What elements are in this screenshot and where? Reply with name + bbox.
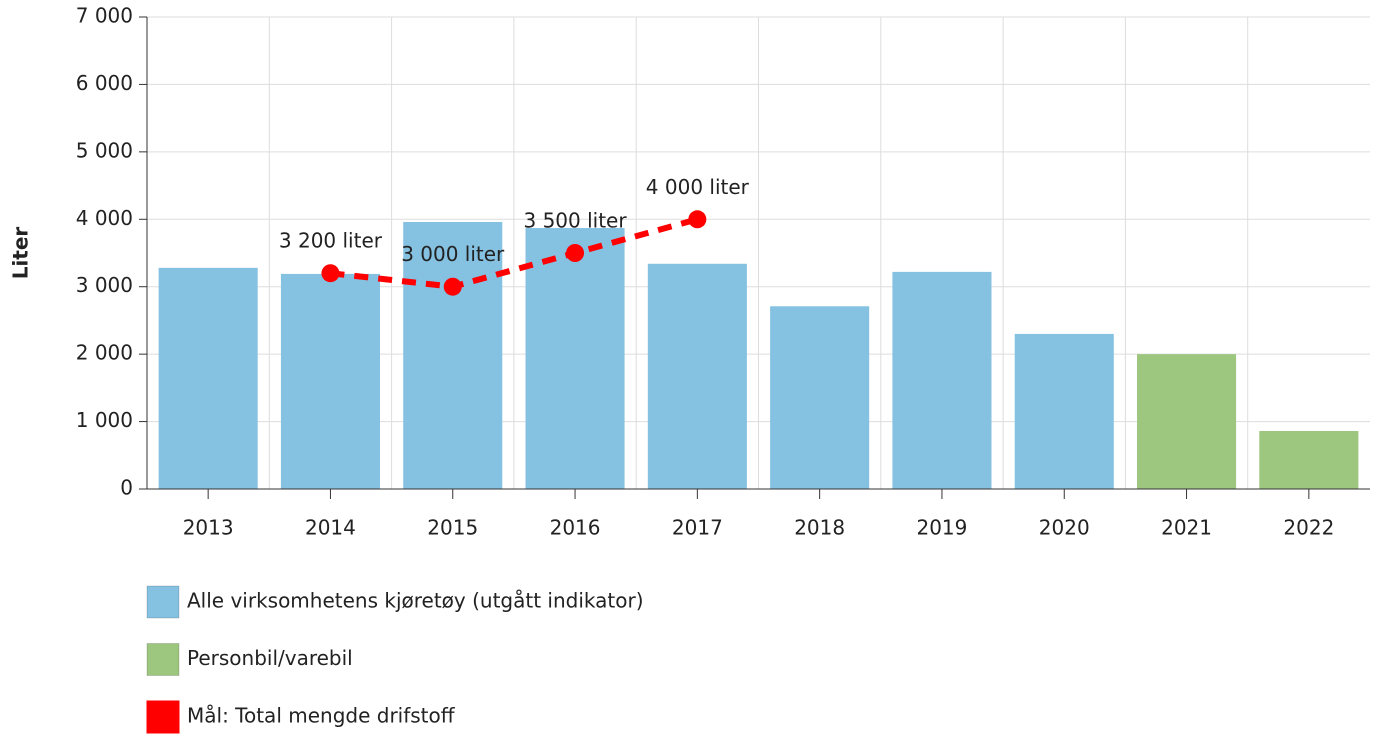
y-tick-label: 7 000	[76, 4, 133, 28]
x-tick-label: 2016	[550, 516, 601, 540]
point	[321, 264, 340, 283]
point	[566, 244, 585, 262]
x-tick-label: 2013	[183, 516, 234, 540]
bar	[158, 267, 258, 489]
bar	[1137, 354, 1237, 489]
data-label: 3 000 liter	[401, 242, 505, 266]
x-tick-label: 2019	[916, 516, 967, 540]
y-tick-label: 1 000	[76, 408, 133, 432]
bar	[1259, 431, 1359, 489]
bar	[1014, 333, 1114, 489]
bar	[403, 221, 503, 490]
legend-swatch	[146, 643, 180, 676]
legend-swatch	[146, 700, 180, 734]
bar	[647, 263, 747, 489]
y-tick-label: 0	[120, 476, 133, 500]
legend-swatch	[146, 585, 180, 619]
legend-label: Alle virksomhetens kjøretøy (utgått indi…	[187, 589, 644, 613]
x-tick-label: 2020	[1039, 516, 1090, 540]
data-label: 4 000 liter	[646, 175, 750, 199]
x-tick-label: 2014	[305, 516, 356, 540]
x-tick-label: 2017	[672, 516, 723, 540]
y-tick-label: 5 000	[76, 138, 133, 162]
point	[688, 210, 707, 229]
y-axis-title: Liter	[9, 227, 33, 280]
data-label: 3 500 liter	[523, 209, 627, 233]
y-tick-label: 3 000	[76, 273, 133, 297]
point	[443, 277, 462, 296]
bar	[892, 271, 992, 489]
x-tick-label: 2022	[1283, 516, 1334, 540]
legend-label: Personbil/varebil	[187, 646, 353, 670]
y-tick-label: 4 000	[76, 206, 133, 230]
line	[330, 216, 699, 290]
data-label: 3 200 liter	[279, 229, 383, 253]
legend-label: Mål: Total mengde drifstoff	[187, 704, 456, 728]
x-tick-label: 2021	[1161, 516, 1212, 540]
bar	[770, 306, 870, 489]
x-tick-label: 2018	[794, 516, 845, 540]
y-tick-label: 6 000	[76, 71, 133, 95]
y-tick-label: 2 000	[76, 341, 133, 365]
x-tick-label: 2015	[427, 516, 478, 540]
bar	[525, 228, 625, 489]
bar	[280, 273, 380, 489]
